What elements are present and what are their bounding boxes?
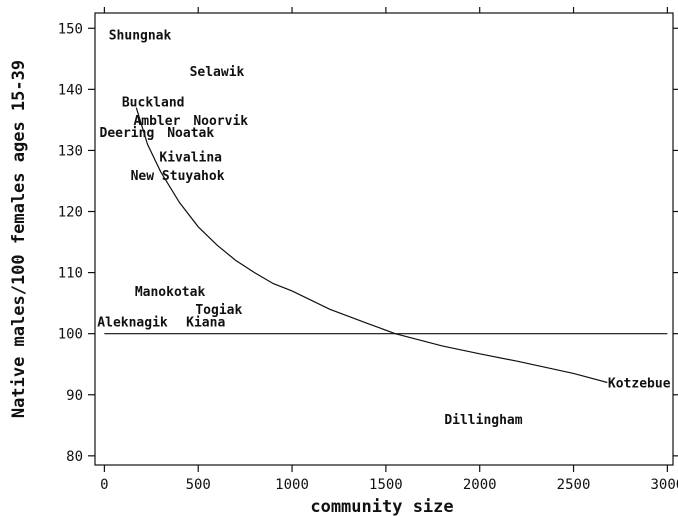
point-label: Noatak	[167, 126, 214, 141]
point-label: Kiana	[186, 315, 225, 330]
plot-frame	[94, 12, 674, 466]
y-tick-label: 150	[58, 21, 83, 37]
y-axis-ticks: 80 90 100 110 120 130 140 150	[58, 21, 678, 465]
x-tick-label: 2000	[463, 477, 497, 493]
x-axis-ticks: 0 500 1000 1500 2000 2500 3000	[100, 7, 678, 493]
x-tick-label: 2500	[557, 477, 591, 493]
point-label: Kotzebue	[608, 377, 671, 392]
y-axis-title: Native males/100 females ages 15-39	[9, 60, 29, 418]
point-label: Togiak	[195, 303, 242, 318]
fitted-curve	[135, 107, 608, 384]
x-tick-label: 500	[186, 477, 211, 493]
point-label: New Stuyahok	[131, 169, 225, 184]
x-tick-label: 3000	[651, 477, 678, 493]
y-tick-label: 110	[58, 266, 83, 282]
y-tick-label: 130	[58, 143, 83, 159]
chart-lines	[104, 107, 668, 384]
point-label: Selawik	[190, 65, 245, 80]
y-tick-label: 80	[66, 449, 83, 465]
x-tick-label: 0	[100, 477, 108, 493]
y-tick-label: 90	[66, 388, 83, 404]
y-tick-label: 100	[58, 327, 83, 343]
point-label: Shungnak	[109, 28, 172, 43]
point-label: Buckland	[122, 96, 185, 111]
point-label: Manokotak	[135, 285, 206, 300]
point-label: Ambler	[133, 114, 180, 129]
point-label: Noorvik	[193, 114, 248, 129]
point-label: Kivalina	[159, 151, 222, 166]
point-labels: Shungnak Selawik Buckland Ambler Noorvik Deer…	[97, 28, 670, 428]
x-tick-label: 1500	[369, 477, 403, 493]
y-tick-label: 140	[58, 82, 83, 98]
x-axis-title: community size	[310, 497, 453, 516]
point-label: Aleknagik	[97, 315, 168, 330]
x-tick-label: 1000	[275, 477, 309, 493]
point-label: Deering	[100, 126, 155, 141]
y-tick-label: 120	[58, 205, 83, 221]
point-label: Dillingham	[444, 413, 522, 428]
